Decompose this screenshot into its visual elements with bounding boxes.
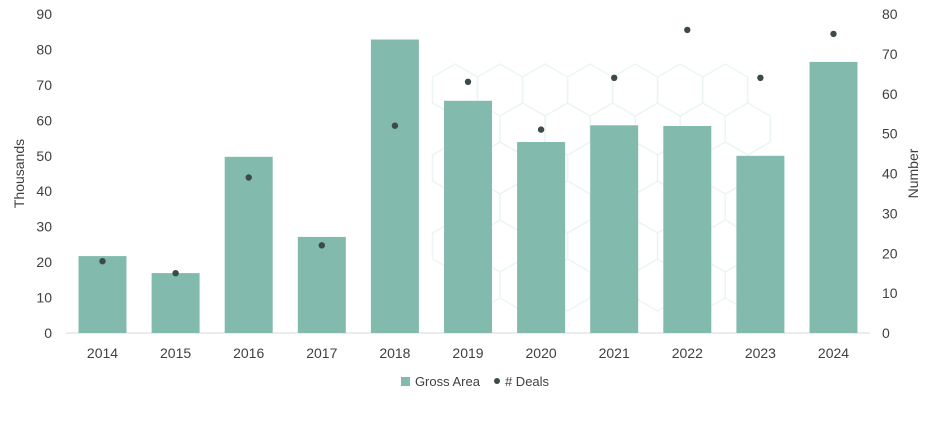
bar-2017 [297, 236, 346, 333]
watermark-hexagon [724, 102, 771, 156]
deal-point-2023 [757, 74, 764, 82]
x-tick-label: 2022 [672, 345, 703, 361]
watermark-hexagon [611, 63, 659, 117]
right-axis-ticks: 0 10 20 30 40 50 60 70 80 [882, 6, 898, 341]
x-tick-label: 2016 [233, 345, 264, 361]
x-tick-label: 2014 [87, 345, 118, 361]
legend-item-deals: # Deals [493, 373, 550, 389]
x-tick-label: 2015 [160, 345, 191, 361]
bar-2023 [736, 155, 785, 333]
deal-point-2015 [172, 270, 179, 277]
bar-2016 [224, 156, 273, 333]
legend-label-gross-area: Gross Area [414, 373, 480, 389]
left-axis-title: Thousands [11, 139, 27, 208]
left-tick-label: 90 [36, 6, 52, 22]
right-tick-label: 10 [882, 285, 898, 301]
left-tick-label: 10 [36, 290, 52, 306]
deal-point-2018 [391, 122, 399, 129]
deal-point-2024 [830, 30, 837, 38]
x-tick-label: 2019 [452, 345, 483, 361]
bar-2022 [663, 126, 712, 333]
deal-point-2020 [537, 126, 545, 133]
watermark-hexagon [701, 63, 749, 117]
watermark-hexagon [521, 63, 569, 117]
deal-point-2014 [99, 258, 106, 265]
right-tick-label: 80 [882, 6, 898, 22]
left-tick-label: 60 [36, 112, 52, 128]
x-tick-label: 2021 [599, 345, 630, 361]
right-tick-label: 30 [882, 205, 898, 221]
right-tick-label: 70 [882, 46, 898, 62]
deal-point-2019 [464, 78, 472, 86]
left-tick-label: 70 [36, 77, 52, 93]
right-tick-label: 0 [882, 325, 890, 341]
x-axis-ticks: 2014 2015 2016 2017 2018 2019 2020 2021 2022 2023… [87, 345, 849, 361]
right-tick-label: 40 [882, 166, 898, 182]
legend-item-gross-area: Gross Area [400, 373, 480, 389]
dot-series-deals [99, 26, 837, 277]
left-axis-ticks: 0 10 20 30 40 50 60 70 80 90 [36, 6, 52, 341]
bar-2018 [370, 39, 419, 333]
x-tick-label: 2023 [745, 345, 776, 361]
left-tick-label: 50 [36, 148, 52, 164]
left-tick-label: 0 [44, 325, 52, 341]
deal-point-2016 [245, 174, 252, 181]
bar-2019 [444, 100, 492, 333]
x-tick-label: 2017 [306, 345, 337, 361]
deal-point-2017 [318, 242, 325, 249]
legend-label-deals: # Deals [504, 373, 550, 389]
x-tick-label: 2024 [818, 345, 849, 361]
deal-point-2022 [684, 26, 691, 34]
left-tick-label: 80 [36, 41, 52, 57]
bar-series-gross-area [78, 39, 858, 334]
watermark-hexagon [656, 63, 704, 117]
right-tick-label: 50 [882, 126, 898, 142]
right-axis-title: Number [905, 148, 921, 198]
legend: Gross Area # Deals [0, 372, 950, 390]
bar-2021 [590, 125, 639, 333]
bar-2024 [809, 61, 858, 334]
right-tick-label: 20 [882, 245, 898, 261]
watermark-hexagon [566, 63, 614, 117]
deal-point-2021 [611, 74, 618, 82]
bar-2014 [78, 256, 127, 333]
chart: 0 10 20 30 40 50 60 70 80 90 0 10 20 30 40 50 60 70 80 20… [11, 6, 921, 361]
bar-2015 [151, 273, 200, 333]
right-tick-label: 60 [882, 86, 898, 102]
x-tick-label: 2020 [526, 345, 557, 361]
left-tick-label: 40 [36, 183, 52, 199]
bar-2020 [517, 142, 566, 333]
left-tick-label: 20 [36, 254, 52, 270]
x-tick-label: 2018 [379, 345, 410, 361]
legend-dot-swatch [493, 378, 500, 384]
left-tick-label: 30 [36, 219, 52, 235]
legend-bar-swatch [400, 376, 410, 386]
